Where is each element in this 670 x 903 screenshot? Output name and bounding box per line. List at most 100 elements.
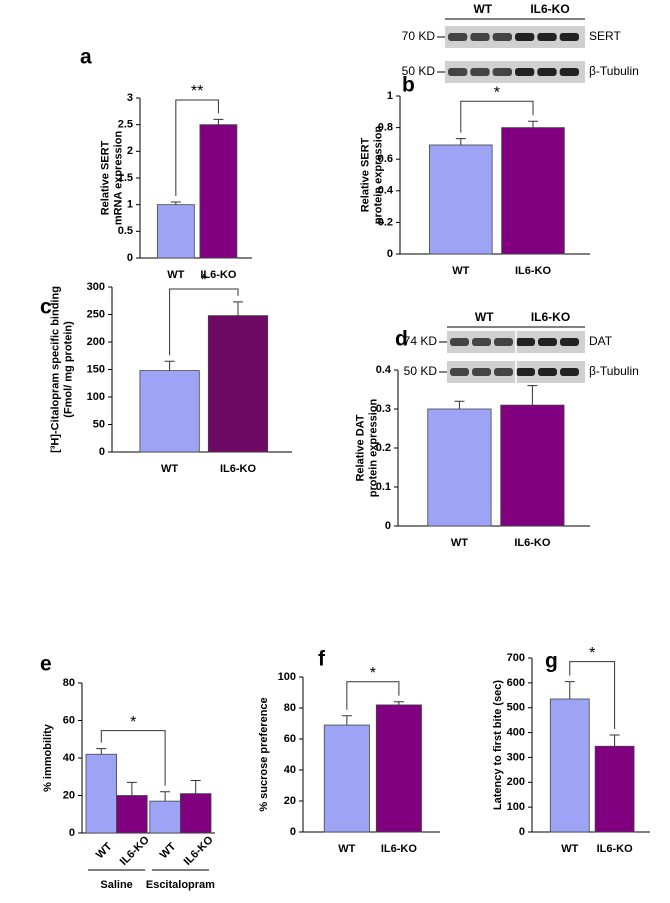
- bar: [85, 753, 117, 834]
- panel-letter: d: [395, 328, 408, 351]
- significance-label: *: [201, 272, 207, 289]
- bar: [429, 144, 493, 255]
- blot-protein-label: β-Tubulin: [589, 364, 639, 378]
- error-bar: [393, 701, 404, 705]
- x-tick-label: IL6-KO: [515, 265, 552, 277]
- y-axis-label: % immobility: [42, 723, 54, 792]
- error-bar: [164, 360, 175, 371]
- y-axis-label: Relative SERT: [359, 137, 371, 212]
- significance-bracket: [346, 681, 400, 710]
- blot-protein-label: DAT: [589, 334, 613, 348]
- blot-band: [492, 68, 512, 76]
- y-tick-label: 1: [127, 199, 133, 211]
- panel-letter: c: [40, 296, 52, 319]
- y-tick-label: 0.6: [378, 153, 393, 165]
- significance-label: *: [370, 665, 376, 682]
- significance-bracket: [169, 288, 239, 356]
- y-tick-label: 300: [507, 751, 525, 763]
- error-bar: [160, 791, 171, 802]
- bar: [139, 370, 200, 453]
- blot-band: [516, 338, 535, 346]
- y-tick-label: 1.5: [118, 172, 133, 184]
- blot-band: [560, 368, 579, 376]
- y-tick-label: 250: [87, 308, 105, 320]
- y-tick-label: 0.2: [378, 216, 393, 228]
- x-tick-label: IL6-KO: [220, 463, 257, 475]
- blot-band: [448, 68, 468, 76]
- blot-group-label: IL6-KO: [530, 2, 569, 16]
- y-tick-label: 0: [69, 827, 75, 839]
- y-tick-label: 0.1: [376, 481, 391, 493]
- blot-band: [538, 368, 557, 376]
- error-bar: [341, 715, 352, 726]
- group-label: Escitalopram: [146, 879, 215, 891]
- x-tick-label: IL6-KO: [182, 834, 216, 868]
- blot-band: [515, 33, 535, 41]
- bar: [199, 124, 238, 259]
- blot-size-label: 50 KD: [404, 364, 438, 378]
- bar: [500, 404, 565, 527]
- blot-band: [448, 33, 468, 41]
- y-tick-label: 40: [284, 764, 296, 776]
- y-tick-label: 0.2: [376, 442, 391, 454]
- error-bar: [233, 301, 243, 316]
- blot-band: [516, 368, 535, 376]
- blot-band: [537, 68, 557, 76]
- blot-band: [450, 338, 469, 346]
- blot-size-label: 74 KD: [404, 334, 438, 348]
- y-tick-label: 2.5: [118, 119, 133, 131]
- y-axis-label: Latency to first bite (sec): [492, 680, 504, 811]
- blot-band: [470, 68, 490, 76]
- x-tick-label: IL6-KO: [118, 834, 152, 868]
- blot-band: [537, 33, 557, 41]
- y-axis-label: (Fmol/ mg protein): [62, 321, 74, 418]
- bar: [375, 704, 422, 833]
- y-axis-label: % sucrose preference: [258, 697, 270, 811]
- blot-group-label: IL6-KO: [531, 310, 570, 324]
- bar: [207, 315, 269, 453]
- x-tick-label: IL6-KO: [514, 537, 551, 549]
- error-bar: [564, 681, 575, 700]
- error-bar: [455, 138, 466, 145]
- significance-label: *: [130, 714, 136, 731]
- panel-letter: b: [402, 74, 415, 97]
- blot-band: [472, 368, 491, 376]
- y-axis-label: Relative DAT: [354, 414, 366, 481]
- blot-band: [559, 33, 579, 41]
- significance-bracket: [100, 730, 166, 786]
- y-tick-label: 40: [63, 752, 75, 764]
- panel-letter: e: [40, 653, 52, 676]
- bar: [427, 408, 492, 527]
- y-tick-label: 200: [87, 336, 105, 348]
- x-tick-label: WT: [167, 269, 184, 281]
- blot-band: [560, 338, 579, 346]
- y-tick-label: 80: [284, 702, 296, 714]
- y-tick-label: 0: [385, 520, 391, 532]
- panel-letter: a: [80, 46, 92, 69]
- x-tick-label: WT: [451, 537, 468, 549]
- y-tick-label: 100: [507, 801, 525, 813]
- y-tick-label: 1: [387, 90, 393, 102]
- y-axis-label: protein expression: [367, 399, 379, 498]
- x-tick-label: WT: [158, 840, 179, 861]
- bar: [501, 127, 565, 255]
- blot-band: [492, 33, 512, 41]
- x-tick-label: WT: [561, 843, 578, 855]
- panel-letter: f: [318, 648, 326, 671]
- bar: [156, 204, 195, 259]
- x-tick-label: IL6-KO: [381, 843, 418, 855]
- y-tick-label: 20: [63, 789, 75, 801]
- blot-protein-label: SERT: [589, 29, 621, 43]
- y-axis-label: protein expression: [372, 126, 384, 225]
- blot-band: [450, 368, 469, 376]
- y-tick-label: 50: [93, 418, 105, 430]
- y-tick-label: 0.5: [118, 225, 133, 237]
- y-tick-label: 600: [507, 677, 525, 689]
- blot-band: [515, 68, 535, 76]
- y-tick-label: 0: [127, 252, 133, 264]
- error-bar: [190, 780, 201, 794]
- y-axis-label: Relative SERT: [99, 140, 111, 215]
- x-tick-label: WT: [452, 265, 469, 277]
- error-bar: [126, 781, 137, 796]
